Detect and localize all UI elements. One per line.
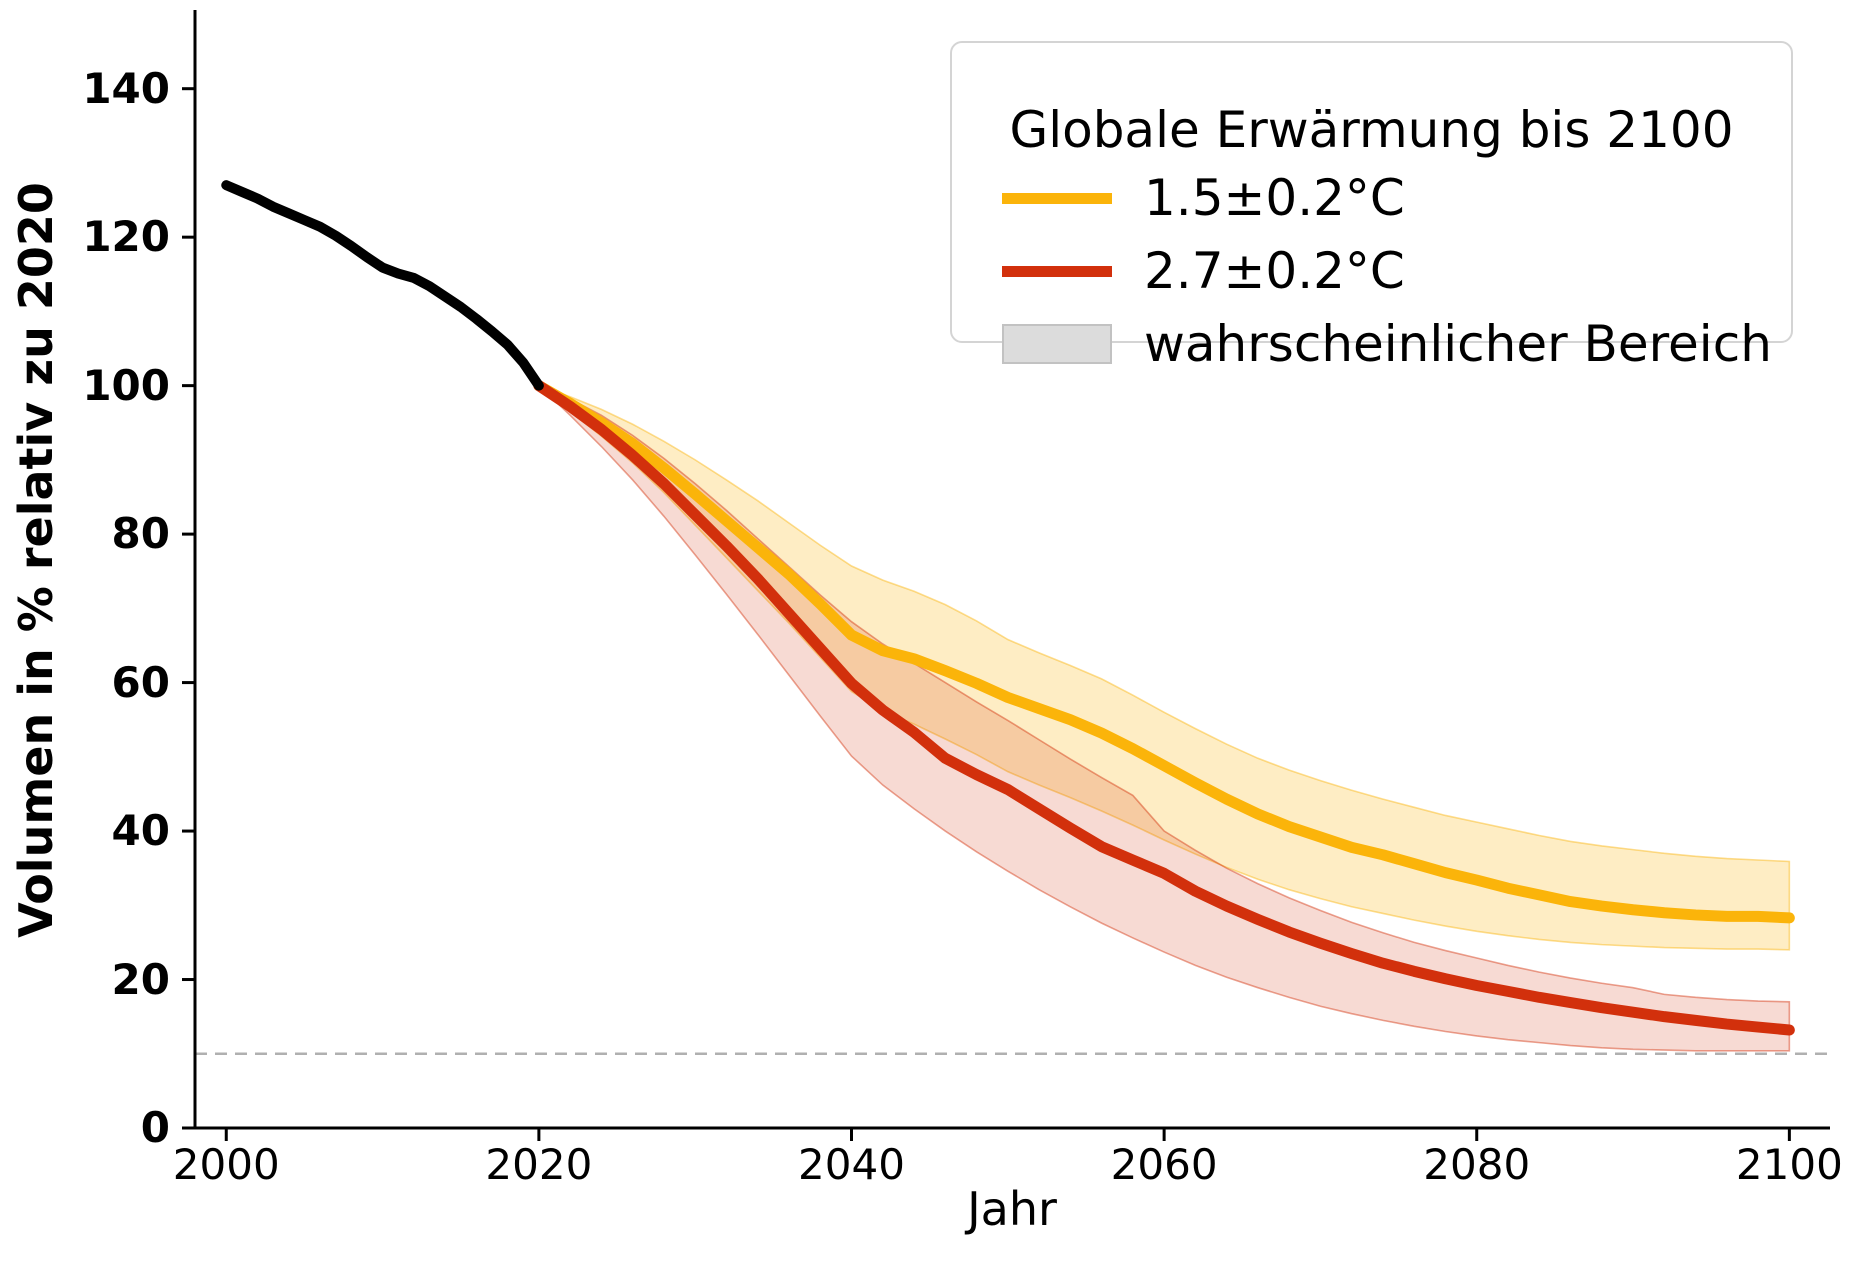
y-tick-label: 80 bbox=[111, 509, 170, 559]
legend-patch-swatch-gray bbox=[1002, 324, 1112, 364]
uncertainty-band-1 bbox=[538, 384, 1791, 951]
x-axis-title: Jahr bbox=[967, 1182, 1057, 1236]
series-line-0 bbox=[221, 180, 544, 391]
y-tick-label: 20 bbox=[111, 954, 170, 1004]
y-tick-label: 40 bbox=[111, 806, 170, 856]
y-tick-label: 60 bbox=[111, 657, 170, 707]
legend-item-label: 2.7±0.2°C bbox=[1144, 242, 1405, 300]
legend-item-label: wahrscheinlicher Bereich bbox=[1144, 315, 1772, 373]
legend-line-swatch-red bbox=[1002, 265, 1112, 277]
series-line-1 bbox=[533, 380, 1795, 924]
x-tick-label: 2080 bbox=[1423, 1140, 1531, 1189]
legend-title: Globale Erwärmung bis 2100 bbox=[1009, 101, 1734, 159]
x-tick-label: 2000 bbox=[172, 1140, 280, 1189]
legend-box: Globale Erwärmung bis 2100 1.5±0.2°C 2.7… bbox=[950, 41, 1793, 373]
x-tick-label: 2040 bbox=[798, 1140, 905, 1189]
legend-item-label: 1.5±0.2°C bbox=[1144, 169, 1405, 227]
series-line-2 bbox=[533, 380, 1795, 1036]
y-tick-label: 140 bbox=[82, 63, 170, 113]
x-tick-label: 2020 bbox=[485, 1140, 593, 1189]
legend-item-2-7C: 2.7±0.2°C bbox=[1002, 242, 1405, 300]
legend-item-1-5C: 1.5±0.2°C bbox=[1002, 169, 1405, 227]
legend-line-swatch-yellow bbox=[1002, 192, 1112, 204]
x-tick-label: 2060 bbox=[1110, 1140, 1218, 1189]
y-tick-label: 100 bbox=[82, 360, 170, 410]
x-tick-label: 2100 bbox=[1735, 1140, 1843, 1189]
y-tick-label: 0 bbox=[140, 1103, 170, 1152]
y-tick-label: 120 bbox=[82, 212, 170, 262]
legend-item-likely-range: wahrscheinlicher Bereich bbox=[1002, 315, 1772, 373]
